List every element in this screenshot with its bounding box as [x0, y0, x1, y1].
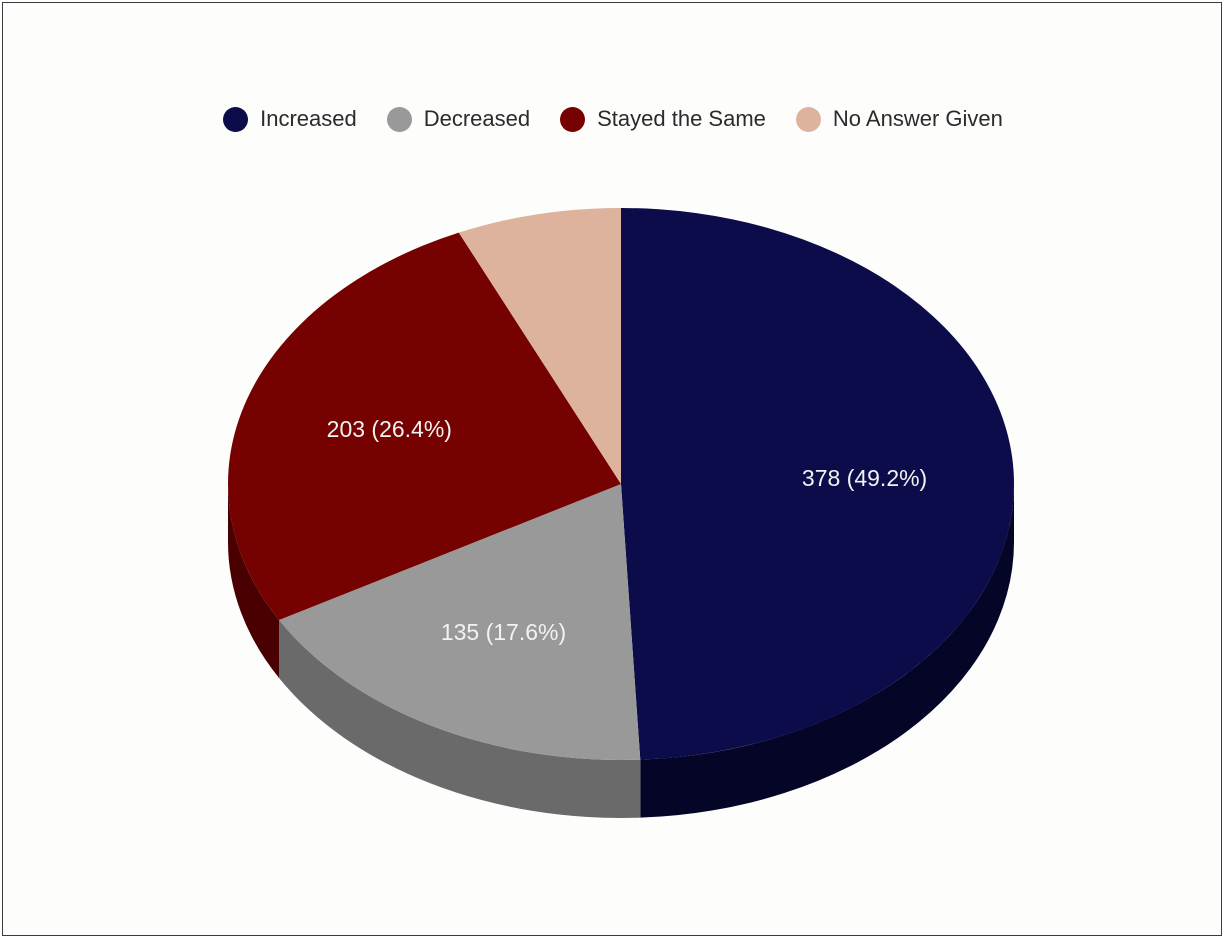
- legend-label-increased: Increased: [260, 106, 357, 131]
- legend-item-increased: Increased: [223, 106, 357, 132]
- legend-swatch-no-answer-given: [795, 106, 821, 132]
- legend-swatch-decreased: [386, 106, 412, 132]
- legend-item-decreased: Decreased: [386, 106, 531, 132]
- pie-side-stayed-the-same: [228, 484, 280, 679]
- pie-slice-stayed-the-same: [228, 232, 621, 621]
- pie-slice-increased: [621, 208, 1015, 760]
- pie-side-decreased: [279, 620, 641, 818]
- data-label-decreased: 135 (17.6%): [441, 619, 566, 645]
- pie-side-increased: [640, 484, 1015, 818]
- legend-label-stayed-the-same: Stayed the Same: [597, 106, 766, 131]
- data-label-stayed-the-same: 203 (26.4%): [327, 416, 452, 442]
- legend-label-no-answer-given: No Answer Given: [832, 106, 1003, 131]
- legend: Increased Decreased Stayed the Same No A…: [0, 106, 1226, 132]
- legend-label-decreased: Decreased: [423, 106, 531, 131]
- data-label-increased: 378 (49.2%): [802, 465, 927, 491]
- pie-slice-no-answer-given: [458, 208, 621, 484]
- legend-swatch-stayed-the-same: [560, 106, 586, 132]
- legend-swatch-increased: [223, 106, 249, 132]
- legend-item-stayed-the-same: Stayed the Same: [560, 106, 766, 132]
- pie-slice-decreased: [279, 484, 641, 760]
- legend-item-no-answer-given: No Answer Given: [795, 106, 1003, 132]
